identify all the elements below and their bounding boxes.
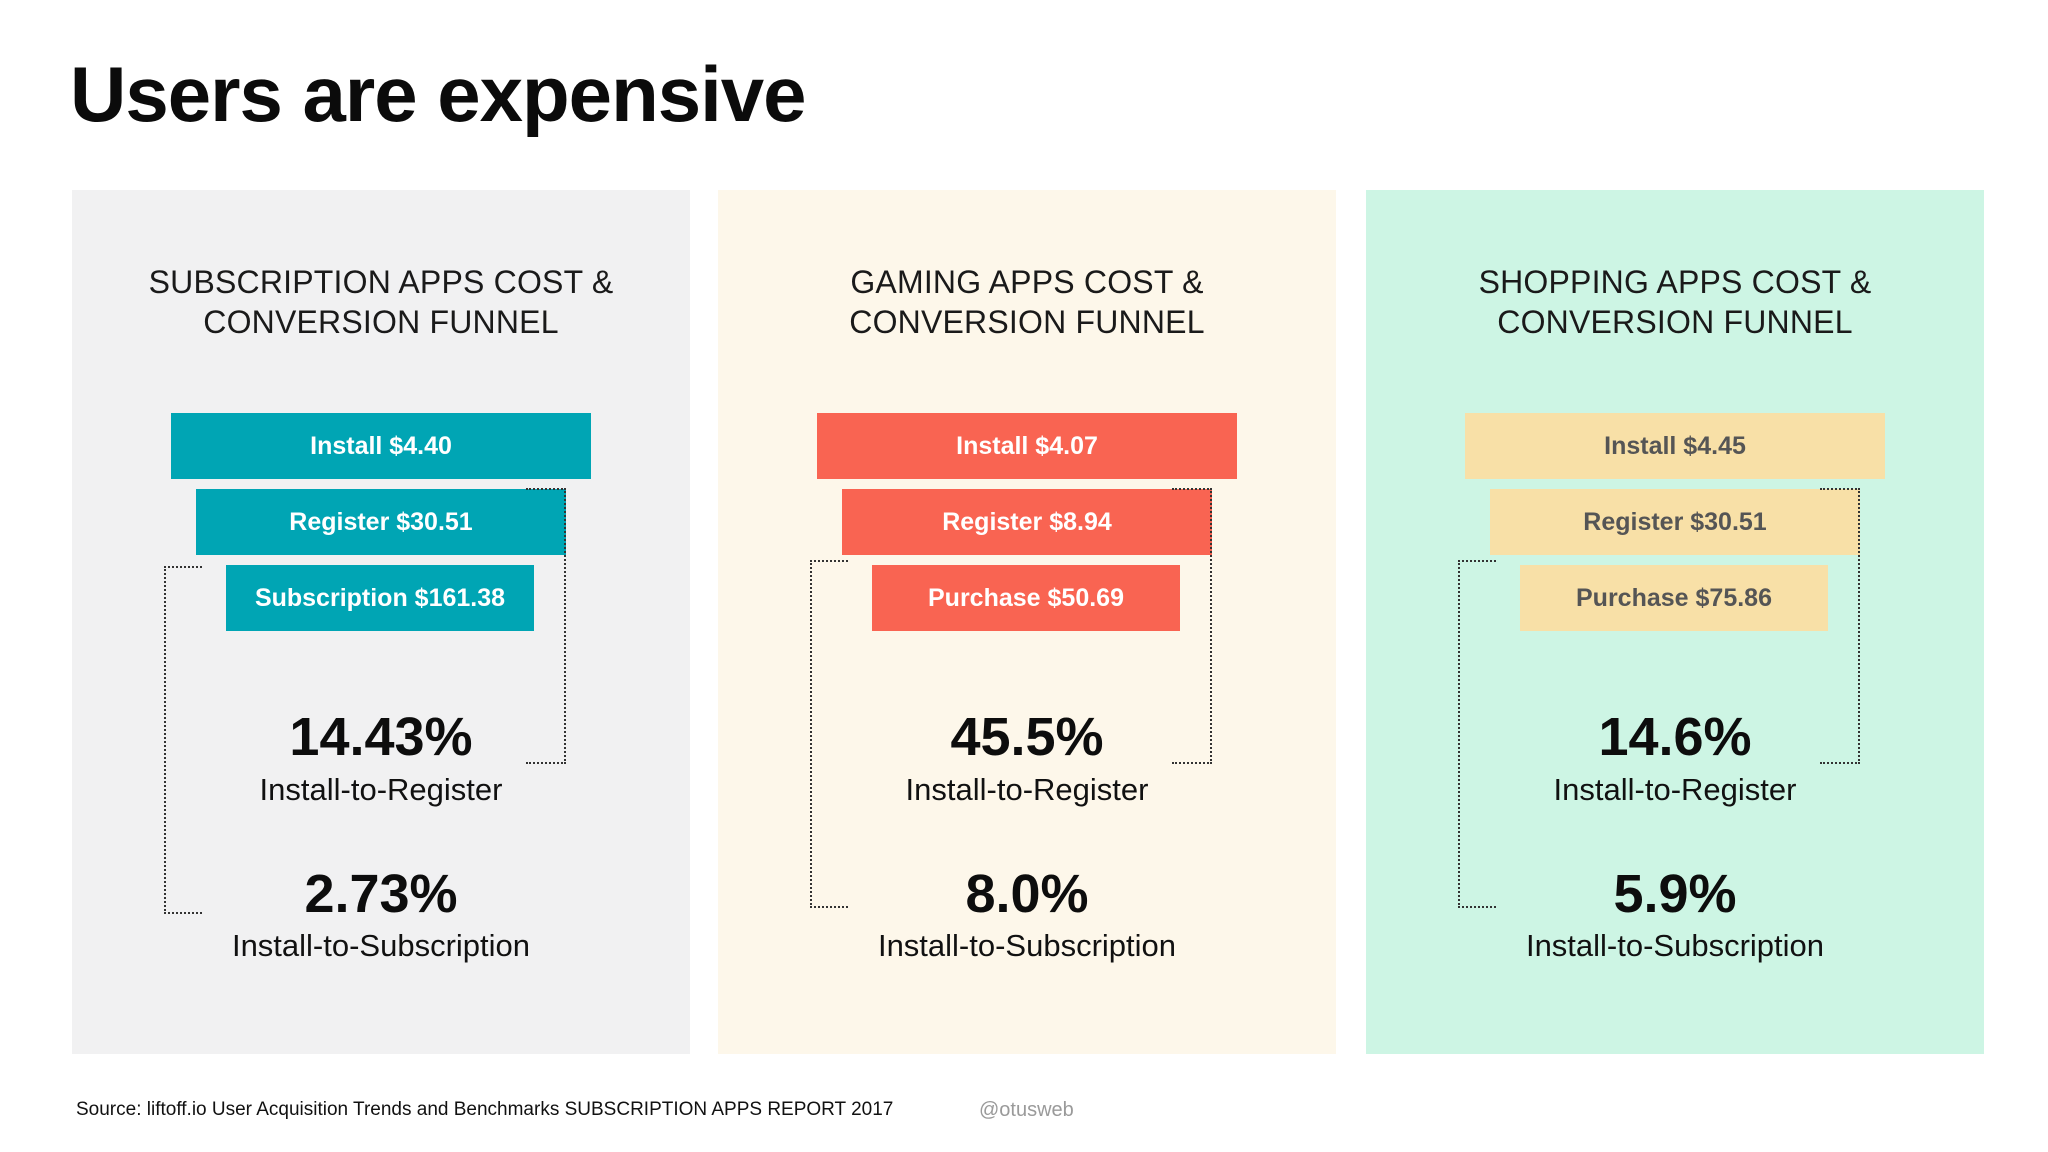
install-to-register-rate: 45.5% (950, 707, 1104, 767)
panel-title: SHOPPING APPS COST & CONVERSION FUNNEL (1366, 262, 1984, 342)
install-to-subscription-label: Install-to-Subscription (231, 928, 531, 963)
panel-title-line-2: CONVERSION FUNNEL (1497, 304, 1853, 340)
shopping-panel: SHOPPING APPS COST & CONVERSION FUNNEL I… (1366, 190, 1984, 1054)
panel-title-line-2: CONVERSION FUNNEL (203, 304, 559, 340)
install-to-register-label: Install-to-Register (1553, 772, 1797, 807)
install-to-register-connector (1820, 488, 1860, 764)
install-cost-bar: Install $4.07 (817, 413, 1237, 479)
install-to-register-label: Install-to-Register (905, 772, 1149, 807)
install-to-subscription-connector (810, 560, 848, 908)
source-citation: Source: liftoff.io User Acquisition Tren… (76, 1099, 894, 1120)
install-to-subscription-label: Install-to-Subscription (877, 928, 1177, 963)
install-cost-bar: Install $4.45 (1465, 413, 1885, 479)
install-to-register-rate: 14.6% (1598, 707, 1752, 767)
purchase-cost-bar: Purchase $50.69 (872, 565, 1180, 631)
install-to-subscription-connector (164, 566, 202, 914)
panel-title-line-1: SUBSCRIPTION APPS COST & (148, 264, 614, 300)
subscription-panel: SUBSCRIPTION APPS COST & CONVERSION FUNN… (72, 190, 690, 1054)
register-cost-bar: Register $30.51 (1490, 489, 1860, 555)
panel-title: GAMING APPS COST & CONVERSION FUNNEL (718, 262, 1336, 342)
install-to-subscription-label: Install-to-Subscription (1525, 928, 1825, 963)
install-to-subscription-rate: 2.73% (304, 864, 458, 924)
panel-title-line-1: SHOPPING APPS COST & (1478, 264, 1872, 300)
panel-title-line-2: CONVERSION FUNNEL (849, 304, 1205, 340)
install-to-register-connector (526, 488, 566, 764)
register-cost-bar: Register $30.51 (196, 489, 566, 555)
install-to-register-connector (1172, 488, 1212, 764)
install-cost-bar: Install $4.40 (171, 413, 591, 479)
author-handle: @otusweb (979, 1099, 1074, 1121)
panel-title-line-1: GAMING APPS COST & (850, 264, 1204, 300)
install-to-register-rate: 14.43% (289, 707, 473, 767)
install-to-subscription-rate: 8.0% (965, 864, 1089, 924)
panel-title: SUBSCRIPTION APPS COST & CONVERSION FUNN… (72, 262, 690, 342)
purchase-cost-bar: Purchase $75.86 (1520, 565, 1828, 631)
install-to-subscription-rate: 5.9% (1613, 864, 1737, 924)
subscription-cost-bar: Subscription $161.38 (226, 565, 534, 631)
register-cost-bar: Register $8.94 (842, 489, 1212, 555)
install-to-register-label: Install-to-Register (259, 772, 503, 807)
install-to-subscription-connector (1458, 560, 1496, 908)
slide-title: Users are expensive (70, 50, 807, 138)
gaming-panel: GAMING APPS COST & CONVERSION FUNNEL Ins… (718, 190, 1336, 1054)
